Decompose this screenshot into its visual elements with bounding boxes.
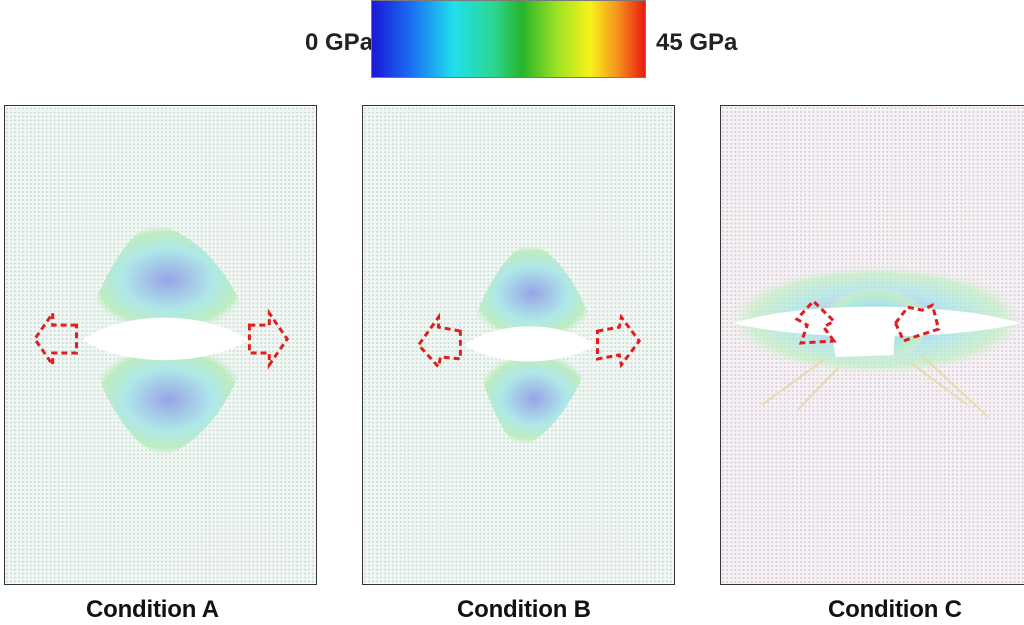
arrow-right bbox=[893, 302, 941, 343]
crack-void bbox=[82, 317, 250, 361]
stress-map-a bbox=[5, 106, 316, 584]
crack-void bbox=[464, 326, 596, 362]
colorbar-max-label: 45 GPa bbox=[656, 29, 738, 56]
colorbar-min-label: 0 GPa bbox=[305, 29, 374, 56]
panel-condition-b bbox=[362, 105, 675, 585]
colorbar-gradient bbox=[372, 1, 645, 77]
stress-map-c bbox=[721, 106, 1024, 584]
stress-lobe-bottom bbox=[474, 350, 594, 447]
arrow-right bbox=[247, 308, 289, 370]
stress-lobe-bottom bbox=[88, 343, 250, 457]
label-condition-c: Condition C bbox=[828, 596, 962, 623]
arrow-right bbox=[596, 313, 642, 369]
panel-condition-a bbox=[4, 105, 317, 585]
stress-lobe-top bbox=[467, 243, 598, 344]
label-condition-a: Condition A bbox=[86, 596, 219, 623]
arrow-left bbox=[416, 312, 462, 371]
colorbar bbox=[371, 0, 646, 78]
stress-lobe-top bbox=[84, 223, 252, 336]
slip-lines bbox=[761, 354, 989, 418]
crack-void bbox=[733, 306, 1021, 337]
crack-center-void bbox=[828, 323, 896, 357]
stress-map-b bbox=[363, 106, 674, 584]
label-condition-b: Condition B bbox=[457, 596, 591, 623]
panel-condition-c bbox=[720, 105, 1024, 585]
